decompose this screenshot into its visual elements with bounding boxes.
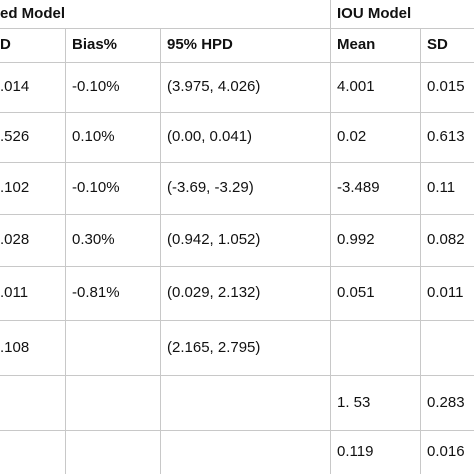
table-cell: 0.016 bbox=[427, 443, 465, 460]
row-border bbox=[0, 112, 474, 113]
group-header: IOU Model bbox=[337, 5, 412, 22]
column-header: Bias% bbox=[72, 36, 118, 53]
column-header: Mean bbox=[337, 36, 376, 53]
column-border bbox=[420, 28, 421, 474]
row-border bbox=[0, 62, 474, 63]
table-cell: 0.119 bbox=[337, 443, 374, 460]
table-cell: 0.082 bbox=[427, 231, 465, 248]
table-cell: .526 bbox=[0, 128, 30, 145]
table-cell: (0.942, 1.052) bbox=[167, 231, 261, 248]
table-cell: .102 bbox=[0, 179, 30, 196]
row-border bbox=[0, 266, 474, 267]
table-cell: 0.015 bbox=[427, 78, 465, 95]
table-cell: (3.975, 4.026) bbox=[167, 78, 261, 95]
row-border bbox=[0, 214, 474, 215]
table-cell: 4.001 bbox=[337, 78, 375, 95]
row-border bbox=[0, 320, 474, 321]
table-cell: 0.02 bbox=[337, 128, 367, 145]
row-border bbox=[0, 162, 474, 163]
table-cell: -0.10% bbox=[72, 179, 120, 196]
table-cell: 0.283 bbox=[427, 393, 465, 411]
row-border bbox=[0, 28, 474, 29]
table-cell: (0.00, 0.041) bbox=[167, 128, 253, 145]
table-cell: .108 bbox=[0, 338, 30, 356]
table-cell: .028 bbox=[0, 231, 30, 248]
table-cell: (-3.69, -3.29) bbox=[167, 179, 254, 196]
table-cell: .014 bbox=[0, 78, 30, 95]
table-cell: .011 bbox=[0, 284, 29, 301]
table-cell: (2.165, 2.795) bbox=[167, 338, 261, 356]
table-cell: 0.011 bbox=[427, 284, 464, 301]
table-cell: -0.10% bbox=[72, 78, 120, 95]
row-border bbox=[0, 430, 474, 431]
table-cell: 0.30% bbox=[72, 231, 115, 248]
column-border bbox=[160, 28, 161, 474]
column-header: D bbox=[0, 36, 11, 53]
table-cell: 0.613 bbox=[427, 128, 465, 145]
table-cell: 0.10% bbox=[72, 128, 115, 145]
table-cell: (0.029, 2.132) bbox=[167, 284, 261, 301]
row-border bbox=[0, 375, 474, 376]
column-border bbox=[330, 0, 331, 474]
column-header: 95% HPD bbox=[167, 36, 233, 53]
table-cell: 0.11 bbox=[427, 179, 456, 196]
table-cell: 1. 53 bbox=[337, 393, 371, 411]
table-cell: 0.051 bbox=[337, 284, 375, 301]
table-cell: 0.992 bbox=[337, 231, 375, 248]
table-cell: -3.489 bbox=[337, 179, 380, 196]
table-cell: -0.81% bbox=[72, 284, 120, 301]
group-header: ed Model bbox=[0, 5, 66, 22]
column-border bbox=[65, 28, 66, 474]
column-header: SD bbox=[427, 36, 448, 53]
